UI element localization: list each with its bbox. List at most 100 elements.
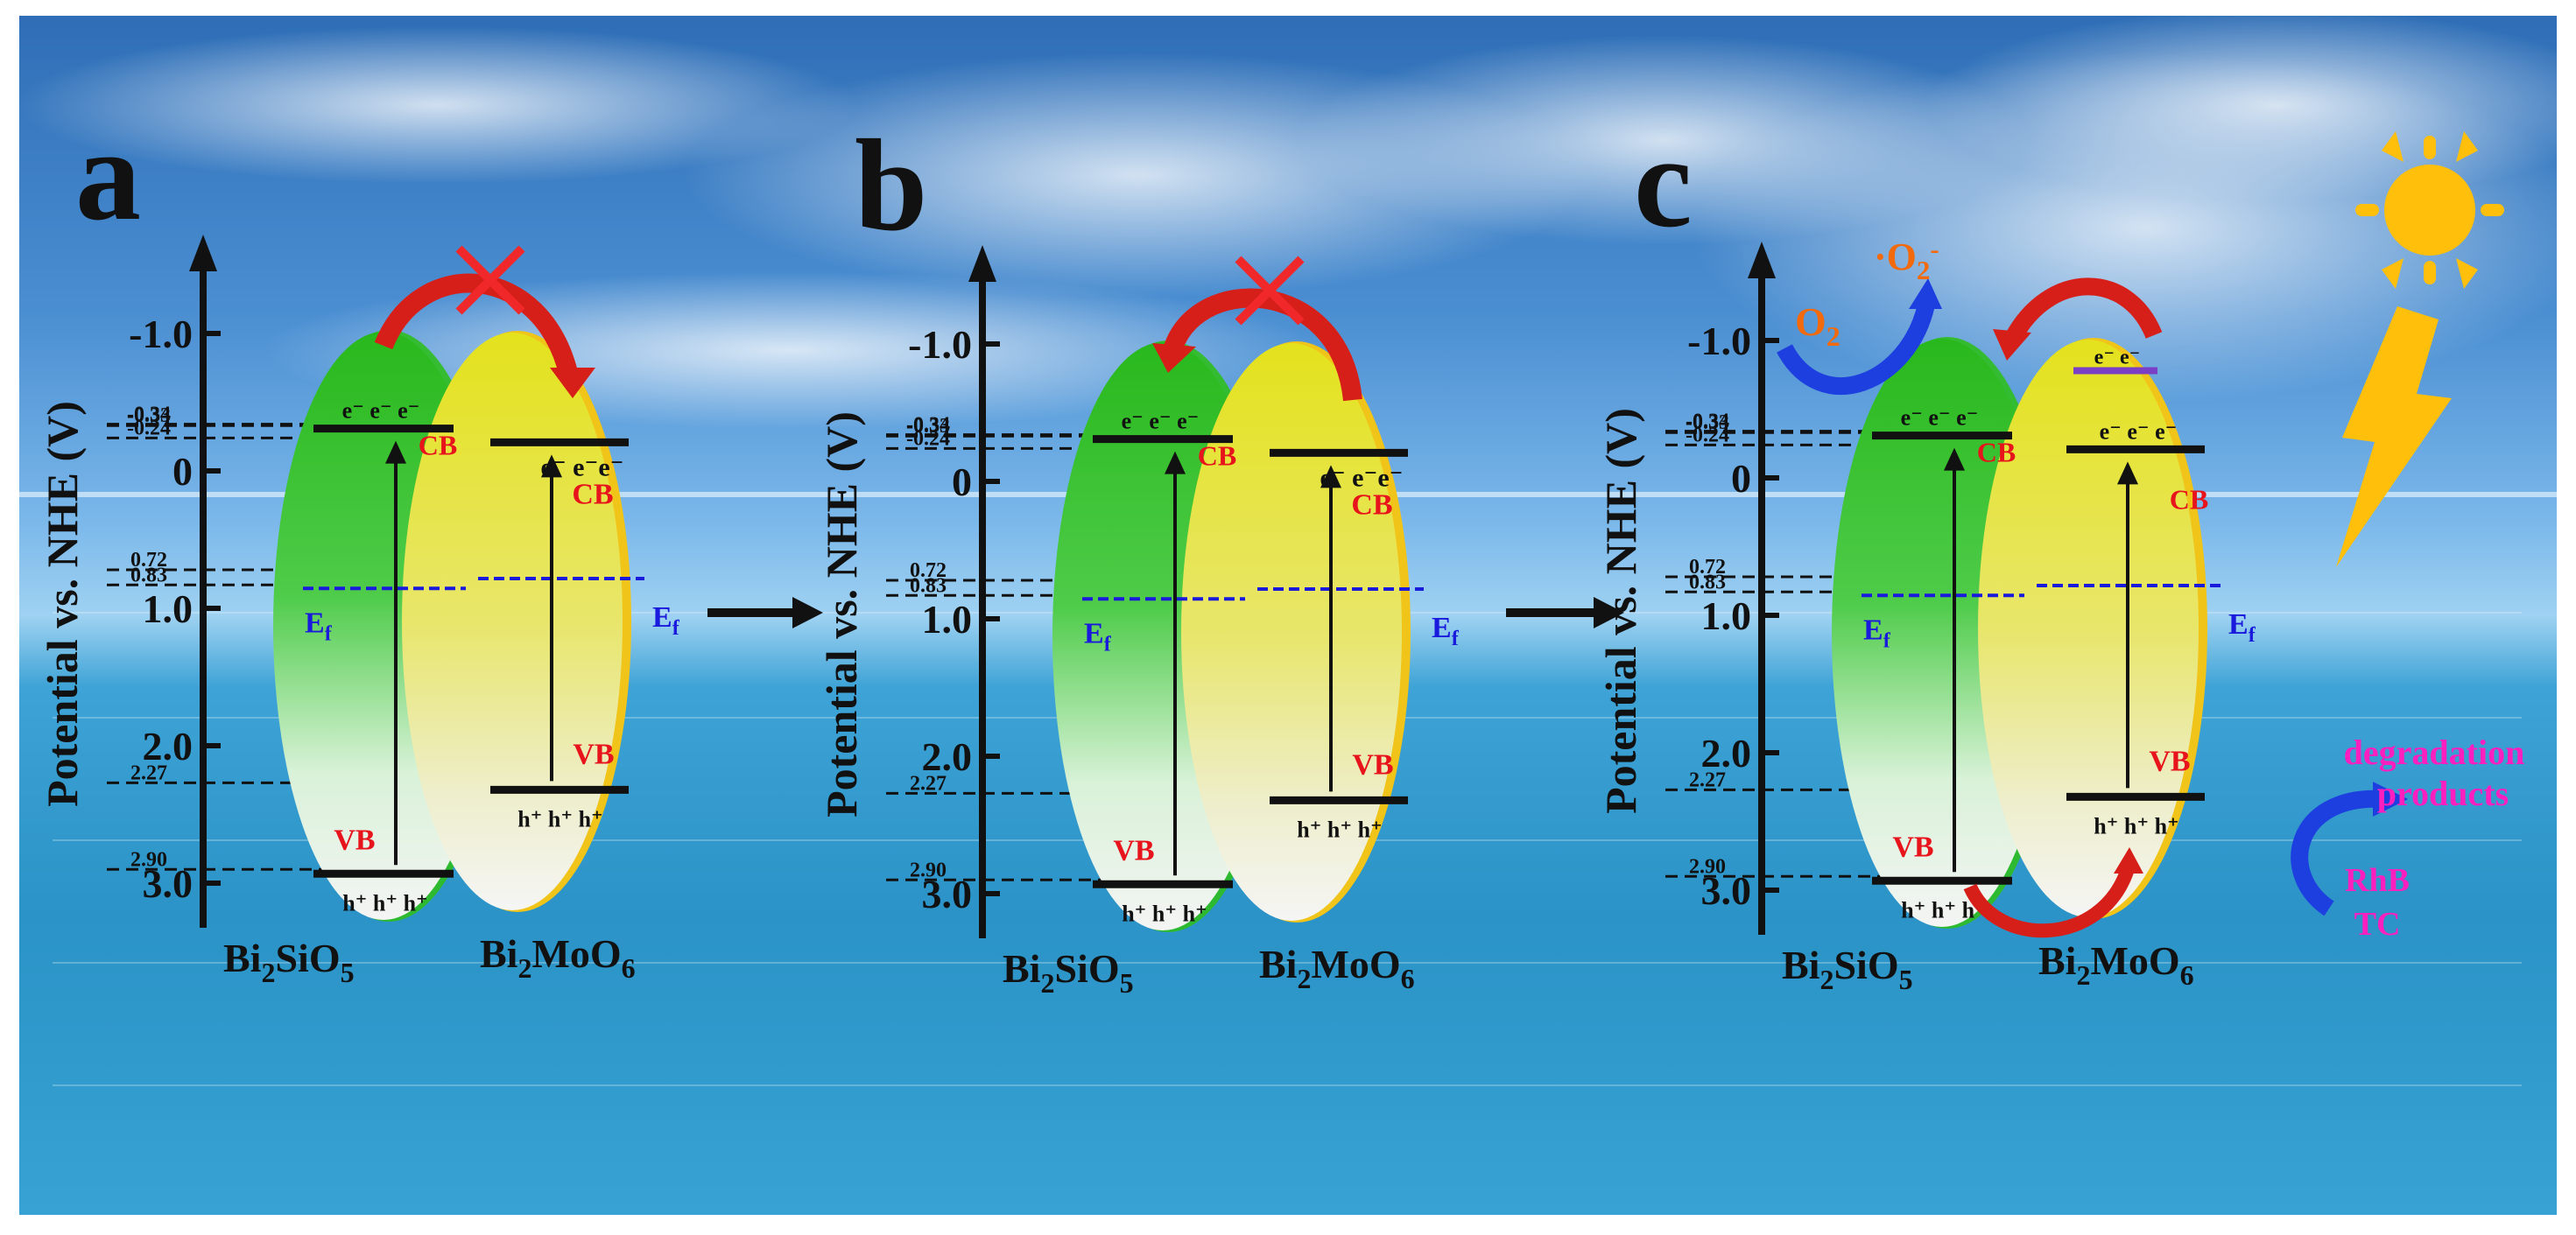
bi2moo6-holes: h⁺ h⁺ h⁺ [517,806,603,832]
level-label: 2.27 [910,772,947,795]
bi2moo6-name: Bi2MoO6 [480,931,636,984]
axis-tick-label: 2.0 [922,734,973,779]
arrowhead [1944,447,1965,471]
axis-tick-label: -1.0 [908,322,972,367]
level-label: -0.34 [1686,410,1729,433]
axis-tick-label: 0 [1731,456,1751,501]
level-label: 0.72 [130,549,167,572]
axis-label: Potential vs. NHE (V) [38,401,87,807]
degradation-arrow [2291,789,2382,916]
level-label: -0.24 [127,417,171,439]
arrowhead [2114,847,2143,874]
bi2moo6-vb-label: VB [2149,745,2190,777]
level-label: -0.34 [127,403,171,426]
sun-icon [2355,131,2504,289]
axis-label: Potential vs. NHE (V) [817,411,866,817]
arrowhead [1993,329,2031,361]
level-label: 0.83 [130,564,167,586]
bi2moo6-upper-electrons: e⁻ e⁻ [2094,347,2141,369]
arrowhead [1320,465,1341,488]
degradation-label-line2: products [2377,774,2509,813]
level-label: 2.90 [910,859,947,881]
bi2sio5-name: Bi2SiO5 [1003,946,1134,999]
bi2moo6-ellipse [402,333,623,910]
level-label: 0.72 [910,559,947,582]
oxygen-reduction-arrow [1777,302,1935,395]
axis-tick-label: 0 [952,460,972,504]
bi2moo6-fermi-label: Ef [2228,608,2256,647]
bi2sio5-fermi-label: Ef [1084,617,1112,656]
arrowhead [385,440,406,464]
arrowhead [1165,451,1186,474]
panel-letter: c [1634,109,1693,255]
axis-tick-label: 2.0 [1701,731,1752,775]
bi2moo6-holes: h⁺ h⁺ h⁺ [1297,817,1383,842]
bi2moo6-cb-label: CB [2170,483,2208,515]
level-label: -0.33 [1686,411,1729,434]
tc-label: TC [2354,906,2401,943]
bi2sio5-holes: h⁺ h⁺ h⁺ [342,890,428,916]
bi2moo6-holes: h⁺ h⁺ h⁺ [2094,813,2179,839]
bi2sio5-fermi-label: Ef [1863,614,1891,652]
clouds [18,9,2576,429]
bi2sio5-vb-label: VB [334,824,375,856]
blocked-transfer-arrow [374,273,595,398]
bi2sio5-vb-label: VB [1892,831,1933,863]
level-label: -0.34 [906,414,950,437]
bi2moo6-vb-label: VB [573,738,614,770]
bi2sio5-holes: h⁺ h⁺ h⁺ [1122,901,1207,926]
level-label: 2.27 [1689,768,1726,791]
bi2sio5-name: Bi2SiO5 [223,936,355,988]
bi2moo6-electrons: e⁻ e⁻e⁻ [1320,463,1404,492]
axis-tick-label: -1.0 [129,312,193,356]
bi2sio5-name: Bi2SiO5 [1782,943,1913,995]
panel-transition-arrow-2 [1506,597,1624,628]
bi2sio5-cb-label: CB [419,430,457,461]
bi2sio5-fermi-label: Ef [305,607,333,645]
level-label: 2.90 [1689,855,1726,878]
superoxide-label: ·O2- [1874,234,1939,285]
level-label: -0.33 [906,415,950,438]
blocked-x-mark [1235,256,1305,326]
bi2moo6-vb-label: VB [1352,748,1393,781]
axis-tick-label: 1.0 [922,597,973,642]
bi2sio5-electrons: e⁻ e⁻ e⁻ [1122,409,1200,434]
panel-transition-arrow-1 [707,597,823,628]
level-label: 2.90 [130,848,167,871]
o2-label: O2 [1795,299,1841,352]
axis-tick-label: -1.0 [1687,319,1751,363]
axis-tick-label: 0 [172,449,193,494]
rhb-label: RhB [2345,862,2410,899]
level-label: -0.24 [906,427,950,450]
arrowhead [541,454,562,478]
bi2moo6-ellipse [1978,340,2199,917]
level-label: 0.83 [1689,571,1726,593]
level-label: 0.83 [910,574,947,597]
degradation-label-line1: degradation [2344,733,2525,772]
bi2moo6-fermi-label: Ef [1432,612,1460,650]
bi2moo6-name: Bi2MoO6 [1259,942,1415,994]
axis-tick-label: 1.0 [143,586,194,631]
bi2moo6-cb-label: CB [572,478,613,510]
bi2moo6-fermi-label: Ef [652,601,680,640]
axis-tick-label: 2.0 [143,724,194,768]
bi2sio5-cb-label: CB [1198,440,1236,472]
lightning-icon [2336,306,2452,567]
bi2sio5-vb-label: VB [1113,834,1154,867]
level-label: -0.24 [1686,424,1729,446]
bi2moo6-electrons: e⁻ e⁻e⁻ [541,453,624,481]
bi2moo6-name: Bi2MoO6 [2038,938,2194,991]
blocked-x-mark [455,245,525,315]
arrowhead [2117,461,2138,485]
bi2moo6-ellipse [1181,343,1402,921]
axis-tick-label: 1.0 [1701,593,1752,638]
bi2sio5-cb-label: CB [1977,437,2016,468]
arrowhead [1909,278,1942,309]
bi2moo6-electrons: e⁻ e⁻ e⁻ [2100,418,2178,444]
